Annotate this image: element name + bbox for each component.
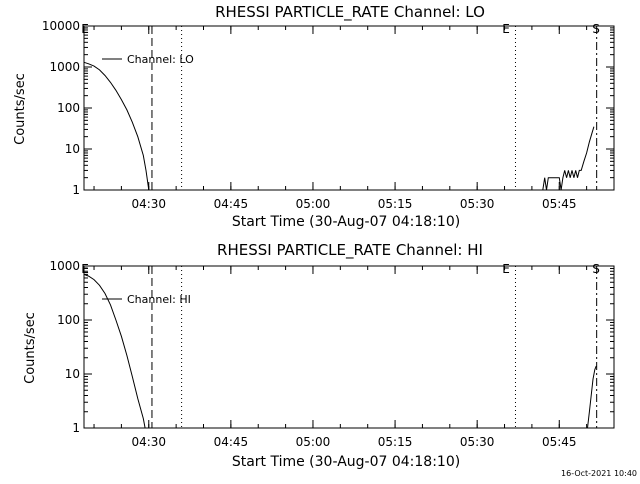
panel-title: RHESSI PARTICLE_RATE Channel: LO <box>215 3 485 22</box>
data-series-line <box>83 61 595 191</box>
panel-hi: RHESSI PARTICLE_RATE Channel: HI Start T… <box>23 241 615 470</box>
data-series-line <box>83 273 597 429</box>
x-tick-label: 05:15 <box>378 197 413 211</box>
marker-label: E <box>502 262 510 276</box>
x-tick-label: 04:45 <box>214 197 249 211</box>
y-tick-label: 1 <box>72 421 80 435</box>
y-tick-label: 10000 <box>42 19 80 33</box>
marker-label: E <box>502 22 510 36</box>
x-tick-label: 04:45 <box>214 435 249 449</box>
y-tick-label: 1000 <box>49 259 80 273</box>
x-tick-label: 04:30 <box>131 435 166 449</box>
marker-label: S <box>592 22 600 36</box>
marker-label: S <box>592 262 600 276</box>
x-tick-label: 04:30 <box>131 197 166 211</box>
x-tick-label: 05:00 <box>296 435 331 449</box>
y-tick-label: 100 <box>57 313 80 327</box>
x-tick-label: 05:30 <box>460 197 495 211</box>
timestamp: 16-Oct-2021 10:40 <box>561 469 637 478</box>
legend-label: Channel: HI <box>127 293 191 306</box>
legend-label: Channel: LO <box>127 53 194 66</box>
marker-label: E <box>81 262 89 276</box>
panel-lo: RHESSI PARTICLE_RATE Channel: LO Start T… <box>13 3 615 230</box>
y-axis-label: Counts/sec <box>23 312 38 384</box>
marker-label: E <box>81 22 89 36</box>
x-axis-label: Start Time (30-Aug-07 04:18:10) <box>232 454 460 470</box>
x-axis-label: Start Time (30-Aug-07 04:18:10) <box>232 214 460 230</box>
y-axis-label: Counts/sec <box>13 73 28 145</box>
y-tick-label: 1000 <box>49 60 80 74</box>
x-tick-label: 05:00 <box>296 197 331 211</box>
x-tick-label: 05:30 <box>460 435 495 449</box>
panel-title: RHESSI PARTICLE_RATE Channel: HI <box>217 241 483 260</box>
x-tick-label: 05:45 <box>542 197 577 211</box>
x-tick-label: 05:15 <box>378 435 413 449</box>
y-tick-label: 10 <box>65 367 80 381</box>
y-tick-label: 10 <box>65 142 80 156</box>
plot-frame <box>83 265 615 429</box>
x-tick-label: 05:45 <box>542 435 577 449</box>
y-tick-label: 100 <box>57 101 80 115</box>
y-tick-label: 1 <box>72 183 80 197</box>
